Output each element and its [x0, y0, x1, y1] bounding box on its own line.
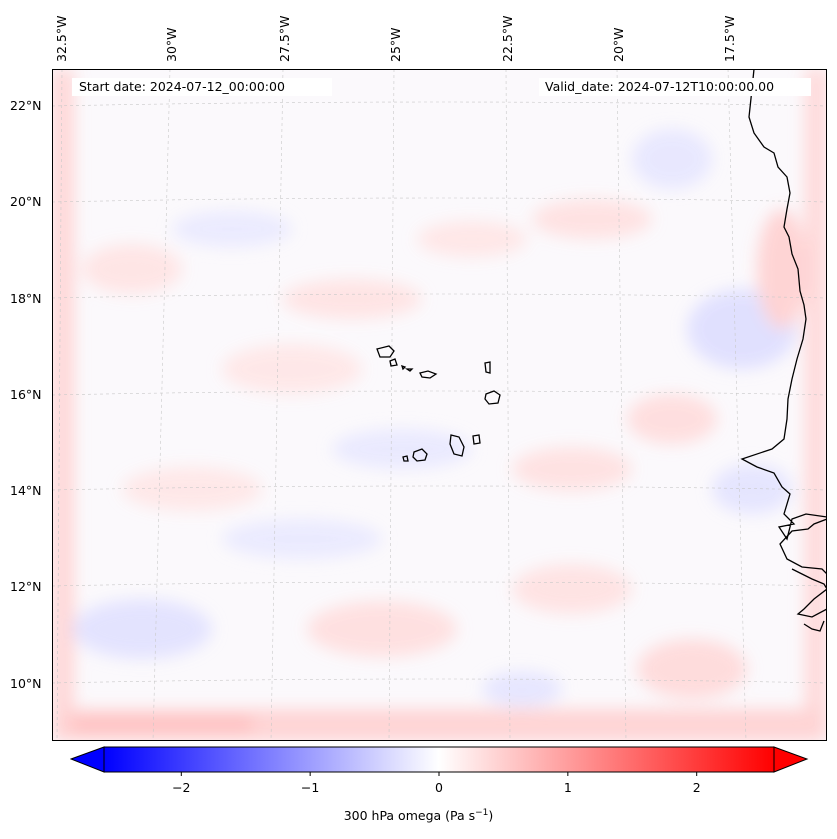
lat-label: 18°N: [10, 291, 42, 306]
cape-verde-islands: [376, 345, 501, 462]
africa-coastline: [740, 69, 827, 541]
map-panel: [52, 69, 827, 741]
colorbar-tick-label: 1: [563, 780, 572, 795]
colorbar-max-extend: [773, 746, 809, 773]
lon-label: 30°W: [164, 27, 179, 62]
lon-label: 22.5°W: [500, 15, 515, 62]
lat-label: 20°N: [10, 194, 42, 209]
lon-label: 27.5°W: [277, 15, 292, 62]
africa-coastline-south: [779, 518, 827, 632]
colorbar-label: 300 hPa omega (Pa s−1): [343, 808, 494, 824]
lat-label: 22°N: [10, 98, 42, 113]
colorbar-tick-label: 0: [435, 780, 443, 795]
colorbar: [70, 746, 809, 776]
start-date-label: Start date: 2024-07-12_00:00:00: [75, 78, 289, 96]
omega-field: [52, 69, 827, 741]
colorbar-tick-marks: [180, 772, 698, 776]
lat-label: 16°N: [10, 387, 42, 402]
colorbar-gradient: [104, 747, 774, 772]
colorbar-tick-label: −1: [300, 780, 320, 795]
lon-label: 32.5°W: [54, 15, 69, 62]
graticule: [52, 69, 827, 741]
map-frame: [52, 69, 827, 741]
colorbar-tick-label: 2: [692, 780, 701, 795]
valid-date-label: Valid_date: 2024-07-12T10:00:00.00: [541, 78, 779, 96]
lon-label: 20°W: [611, 27, 626, 62]
lat-label: 12°N: [10, 579, 42, 594]
colorbar-tick-label: −2: [172, 780, 191, 795]
lon-label: 17.5°W: [722, 15, 737, 62]
colorbar-min-extend: [70, 746, 105, 773]
lon-label: 25°W: [388, 27, 403, 62]
lat-label: 10°N: [10, 676, 42, 691]
lat-label: 14°N: [10, 483, 42, 498]
